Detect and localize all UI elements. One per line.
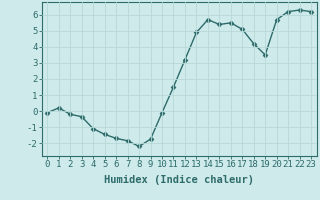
- X-axis label: Humidex (Indice chaleur): Humidex (Indice chaleur): [104, 175, 254, 185]
